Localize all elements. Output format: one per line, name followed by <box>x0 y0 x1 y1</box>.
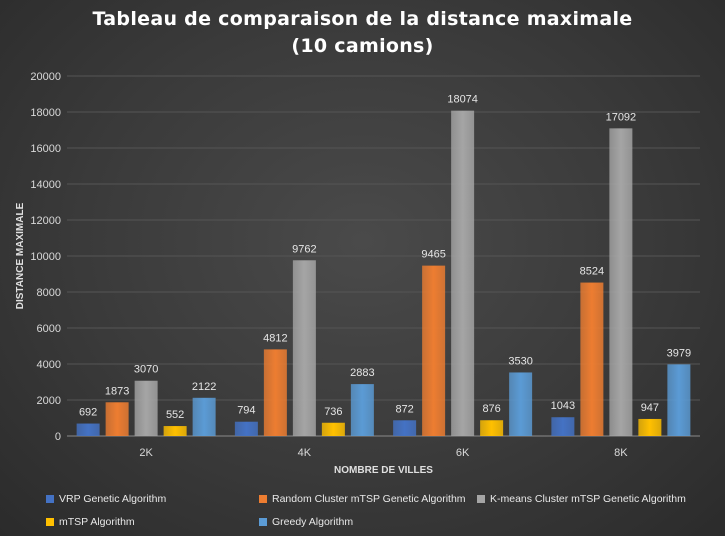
bar <box>163 426 187 436</box>
legend-label: VRP Genetic Algorithm <box>59 493 167 505</box>
y-axis-title: DISTANCE MAXIMALE <box>15 202 26 309</box>
data-label: 2883 <box>350 367 374 379</box>
bar <box>234 421 258 436</box>
legend-swatch <box>46 518 54 526</box>
x-tick-label: 8K <box>614 447 628 459</box>
y-tick-label: 2000 <box>37 395 61 407</box>
chart-title: Tableau de comparaison de la distance ma… <box>0 6 725 60</box>
bar <box>667 364 691 436</box>
data-label: 1873 <box>105 385 129 397</box>
legend-item: mTSP Algorithm <box>46 516 135 528</box>
bar <box>350 384 374 436</box>
bar <box>393 420 417 436</box>
legend-swatch <box>259 495 267 503</box>
legend-item: K-means Cluster mTSP Genetic Algorithm <box>477 493 686 505</box>
legend-item: Random Cluster mTSP Genetic Algorithm <box>259 493 466 505</box>
x-axis-title: NOMBRE DE VILLES <box>334 465 433 476</box>
data-label: 552 <box>166 409 184 421</box>
bar <box>192 397 216 436</box>
y-tick-label: 10000 <box>30 251 61 263</box>
data-label: 876 <box>482 403 500 415</box>
y-tick-label: 18000 <box>30 107 61 119</box>
y-tick-label: 14000 <box>30 179 61 191</box>
legend-label: Greedy Algorithm <box>272 516 354 528</box>
bar <box>609 128 633 436</box>
bar <box>321 422 345 436</box>
y-tick-label: 16000 <box>30 143 61 155</box>
chart-title-line-2: (10 camions) <box>291 35 434 57</box>
x-tick-label: 2K <box>139 447 153 459</box>
data-label: 3070 <box>134 364 158 376</box>
bar <box>451 110 475 436</box>
x-tick-label: 6K <box>456 447 470 459</box>
legend-item: Greedy Algorithm <box>259 516 353 528</box>
bar <box>134 380 158 436</box>
data-label: 9762 <box>292 243 316 255</box>
chart-title-line-1: Tableau de comparaison de la distance ma… <box>92 8 633 30</box>
bar <box>105 402 129 436</box>
data-label: 1043 <box>551 400 575 412</box>
bar <box>551 417 575 436</box>
bar <box>509 372 533 436</box>
data-label: 9465 <box>421 249 445 261</box>
data-label: 3530 <box>508 355 532 367</box>
y-tick-label: 4000 <box>37 359 61 371</box>
legend-label: Random Cluster mTSP Genetic Algorithm <box>272 493 466 505</box>
y-tick-label: 0 <box>55 431 61 443</box>
bar <box>292 260 316 436</box>
y-tick-label: 12000 <box>30 215 61 227</box>
data-label: 3979 <box>667 347 691 359</box>
legend-swatch <box>259 518 267 526</box>
data-label: 794 <box>237 405 255 417</box>
data-label: 17092 <box>606 111 637 123</box>
legend-label: K-means Cluster mTSP Genetic Algorithm <box>490 493 686 505</box>
y-tick-label: 20000 <box>30 71 61 83</box>
x-tick-label: 4K <box>298 447 312 459</box>
bar <box>263 349 287 436</box>
data-label: 18074 <box>447 94 478 106</box>
bar <box>580 282 604 436</box>
data-label: 2122 <box>192 381 216 393</box>
legend-item: VRP Genetic Algorithm <box>46 493 166 505</box>
bar <box>76 423 100 436</box>
y-tick-label: 8000 <box>37 287 61 299</box>
bar <box>480 420 504 436</box>
y-tick-label: 6000 <box>37 323 61 335</box>
legend-label: mTSP Algorithm <box>59 516 135 528</box>
data-label: 692 <box>79 407 97 419</box>
legend-swatch <box>477 495 485 503</box>
data-label: 947 <box>641 402 659 414</box>
bar <box>422 265 446 436</box>
bar <box>638 418 662 436</box>
data-label: 8524 <box>580 266 604 278</box>
data-label: 872 <box>395 403 413 415</box>
data-label: 4812 <box>263 332 287 344</box>
data-label: 736 <box>324 406 342 418</box>
legend-swatch <box>46 495 54 503</box>
